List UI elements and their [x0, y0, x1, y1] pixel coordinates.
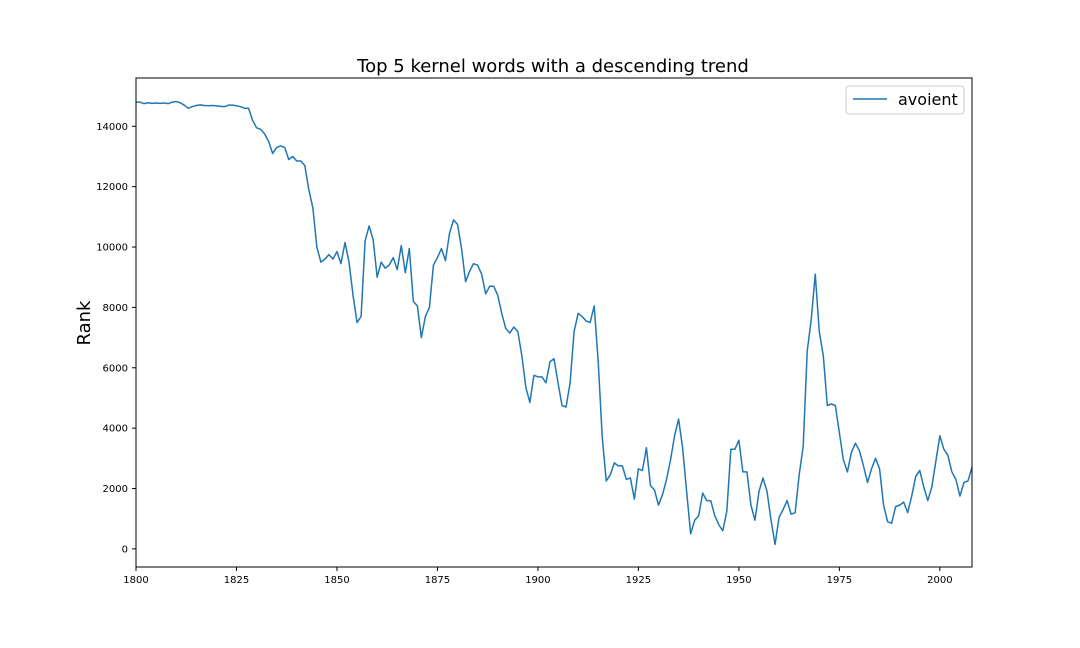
y-axis-ticks: 0 2000 4000 6000 8000 10000 12000 14000	[96, 122, 136, 555]
plot-area	[135, 77, 973, 568]
x-tick-label: 1800	[123, 575, 148, 586]
x-tick-label: 2000	[927, 575, 952, 586]
y-tick-label: 6000	[103, 363, 128, 374]
y-axis-label: Rank	[74, 300, 95, 346]
y-tick-label: 14000	[96, 122, 128, 133]
x-tick-label: 1875	[425, 575, 450, 586]
y-tick-label: 10000	[96, 243, 128, 254]
x-tick-label: 1900	[525, 575, 550, 586]
series-line-avoient	[136, 100, 973, 546]
x-tick-label: 1850	[324, 575, 349, 586]
axes-frame	[135, 77, 973, 568]
series-layer	[136, 100, 973, 546]
legend-label-avoient: avoient	[898, 90, 958, 109]
x-tick-label: 1975	[827, 575, 852, 586]
y-tick-label: 4000	[103, 424, 128, 435]
y-tick-label: 2000	[103, 484, 128, 495]
chart-title: Top 5 kernel words with a descending tre…	[356, 56, 749, 77]
legend: avoient	[845, 85, 965, 115]
y-tick-label: 12000	[96, 182, 128, 193]
y-tick-label: 0	[122, 544, 128, 555]
legend-box	[845, 85, 965, 115]
x-tick-label: 1925	[626, 575, 651, 586]
y-tick-label: 8000	[103, 303, 128, 314]
x-tick-label: 1825	[224, 575, 249, 586]
x-tick-label: 1950	[726, 575, 751, 586]
x-axis-ticks: 1800 1825 1850 1875 1900 1925 1950 1975 2000	[123, 567, 953, 586]
